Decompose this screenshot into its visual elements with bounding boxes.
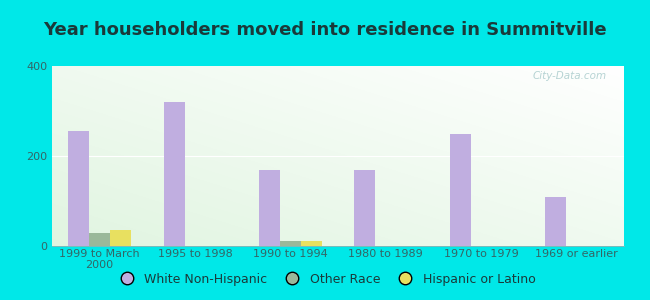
Bar (110, 230, 131, 246)
Bar (164, 102, 185, 246)
Bar (301, 241, 322, 246)
Bar (545, 197, 566, 246)
Bar (259, 170, 280, 246)
Bar (354, 170, 375, 246)
Legend: White Non-Hispanic, Other Race, Hispanic or Latino: White Non-Hispanic, Other Race, Hispanic… (109, 268, 541, 291)
Bar (89, 233, 110, 246)
Bar (280, 241, 301, 246)
Text: Year householders moved into residence in Summitville: Year householders moved into residence i… (43, 21, 607, 39)
Text: City-Data.com: City-Data.com (533, 71, 607, 81)
Bar (450, 134, 471, 246)
Bar (68, 131, 89, 246)
